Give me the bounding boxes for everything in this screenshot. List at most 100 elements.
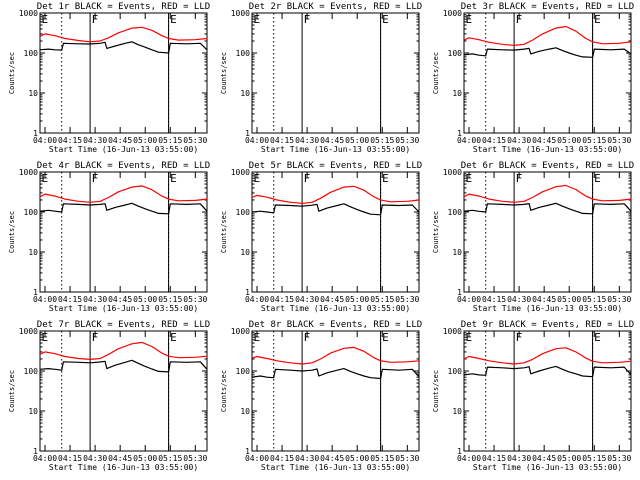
x-tick-label: 05:30 [183,454,207,463]
lld-series-line [251,185,420,204]
x-axis-label: Start Time (16-Jun-13 03:55:00) [473,304,622,313]
x-tick-label: 04:00 [457,136,481,145]
chart-title: Det 2r BLACK = Events, RED = LLD [249,2,422,12]
y-tick-label: 100 [236,367,251,376]
x-tick-label: 05:15 [582,454,606,463]
marker-label: F [92,13,99,26]
x-axis-label: Start Time (16-Jun-13 03:55:00) [261,304,410,313]
marker-label: E [382,331,389,344]
chart-title: Det 6r BLACK = Events, RED = LLD [461,161,634,171]
marker-label: E [466,13,473,26]
y-tick-label: 1000 [231,327,250,336]
y-tick-label: 1 [33,129,38,138]
y-tick-label: 1000 [443,9,462,18]
y-tick-label: 1000 [231,9,250,18]
y-tick-label: 100 [236,208,251,217]
x-tick-label: 05:15 [158,136,182,145]
marker-label: F [304,331,311,344]
y-tick-label: 1 [245,288,250,297]
x-tick-label: 05:30 [607,136,631,145]
y-tick-label: 10 [452,248,462,257]
marker-label: F [304,172,311,185]
lld-series-line [39,185,208,203]
lld-series-line [39,341,208,360]
marker-label: F [92,172,99,185]
x-axis-label: Start Time (16-Jun-13 03:55:00) [473,463,622,472]
chart-panel: Det 5r BLACK = Events, RED = LLD 1 10 100 10… [220,161,422,313]
x-tick-label: 05:30 [395,454,419,463]
x-tick-label: 04:00 [245,454,269,463]
x-tick-label: 04:00 [33,295,57,304]
y-axis-label: Counts/sec [432,52,440,94]
chart-title: Det 7r BLACK = Events, RED = LLD [37,320,210,330]
chart-panel: Det 7r BLACK = Events, RED = LLD 1 10 100 10… [8,320,210,472]
chart-title: Det 9r BLACK = Events, RED = LLD [461,320,634,330]
marker-label: E [594,13,601,26]
x-tick-label: 05:15 [582,136,606,145]
marker-label: E [466,331,473,344]
plot-frame [463,330,632,452]
x-tick-label: 04:45 [108,295,132,304]
x-tick-label: 04:15 [270,295,294,304]
y-tick-label: 1 [245,129,250,138]
x-tick-label: 04:00 [245,295,269,304]
marker-label: E [170,172,177,185]
y-axis-label: Counts/sec [8,370,16,412]
x-tick-label: 04:00 [457,295,481,304]
y-tick-label: 100 [236,49,251,58]
x-tick-label: 05:00 [557,454,581,463]
x-tick-label: 05:15 [370,136,394,145]
x-tick-label: 04:30 [507,454,531,463]
marker-label: E [170,13,177,26]
events-series-line [463,202,632,215]
events-series-line [251,203,420,216]
plot-frame [463,12,632,134]
x-tick-label: 04:45 [320,295,344,304]
x-tick-label: 05:30 [395,136,419,145]
y-axis-label: Counts/sec [432,211,440,253]
x-tick-label: 05:00 [133,295,157,304]
plot-frame [251,330,420,452]
chart-title: Det 8r BLACK = Events, RED = LLD [249,320,422,330]
x-tick-label: 05:30 [607,295,631,304]
lld-series-line [39,26,208,43]
y-tick-label: 1 [457,447,462,456]
marker-label: E [466,172,473,185]
y-tick-label: 1000 [443,168,462,177]
y-tick-label: 100 [24,49,39,58]
y-axis-label: Counts/sec [220,52,228,94]
y-tick-label: 100 [24,208,39,217]
y-tick-label: 1 [457,129,462,138]
lld-series-line [251,346,420,365]
x-tick-label: 04:45 [532,454,556,463]
x-tick-label: 04:15 [482,136,506,145]
x-tick-label: 05:00 [133,454,157,463]
x-tick-label: 05:15 [158,295,182,304]
y-tick-label: 100 [448,367,463,376]
y-tick-label: 10 [240,248,250,257]
y-tick-label: 10 [28,407,38,416]
marker-label: E [254,331,261,344]
chart-title: Det 1r BLACK = Events, RED = LLD [37,2,210,12]
y-tick-label: 1 [33,447,38,456]
marker-label: E [382,172,389,185]
x-tick-label: 04:15 [58,454,82,463]
lld-series-line [463,184,632,203]
x-tick-label: 04:30 [295,136,319,145]
x-axis-label: Start Time (16-Jun-13 03:55:00) [49,304,198,313]
x-tick-label: 04:45 [108,136,132,145]
x-tick-label: 05:00 [133,136,157,145]
y-tick-label: 1 [245,447,250,456]
x-tick-label: 05:15 [370,295,394,304]
x-axis-label: Start Time (16-Jun-13 03:55:00) [261,145,410,154]
x-tick-label: 04:30 [295,454,319,463]
y-tick-label: 1000 [443,327,462,336]
y-tick-label: 100 [24,367,39,376]
chart-panel: Det 6r BLACK = Events, RED = LLD 1 10 100 10… [432,161,634,313]
y-tick-label: 1000 [19,9,38,18]
lld-series-line [463,347,632,365]
x-tick-label: 04:15 [58,295,82,304]
y-tick-label: 1 [457,288,462,297]
chart-panel: Det 9r BLACK = Events, RED = LLD 1 10 100 10… [432,320,634,472]
x-tick-label: 04:15 [270,454,294,463]
